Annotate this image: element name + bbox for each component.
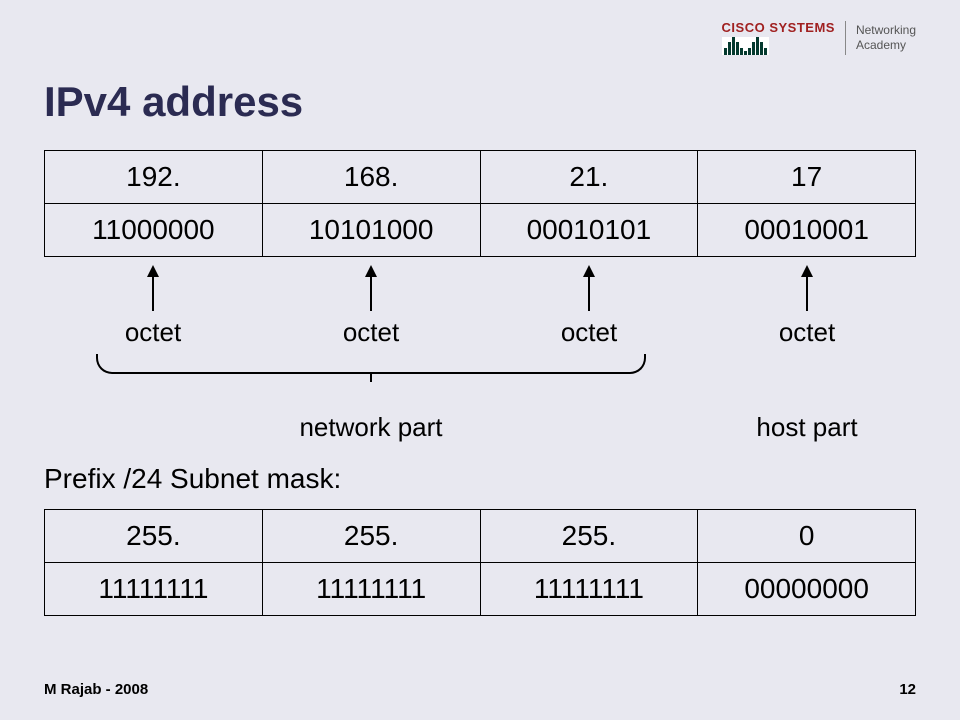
arrow-up-icon (365, 265, 377, 311)
octet-arrow: octet (698, 265, 916, 348)
host-part-label: host part (698, 412, 916, 443)
footer-page: 12 (899, 681, 916, 698)
mask-bin-cell: 11111111 (262, 563, 480, 616)
logo-program: Networking Academy (856, 23, 916, 52)
footer: M Rajab - 2008 12 (44, 681, 916, 698)
mask-dec-cell: 255. (45, 510, 263, 563)
ip-bin-cell: 11000000 (45, 204, 263, 257)
cisco-logo: CISCO SYSTEMS Networking Academy (722, 20, 916, 55)
ip-bin-cell: 10101000 (262, 204, 480, 257)
arrow-up-icon (147, 265, 159, 311)
ip-dec-cell: 21. (480, 151, 698, 204)
ip-dec-cell: 192. (45, 151, 263, 204)
logo-left: CISCO SYSTEMS (722, 20, 835, 55)
logo-company: CISCO SYSTEMS (722, 20, 835, 35)
arrow-up-icon (801, 265, 813, 311)
network-part-label: network part (44, 412, 698, 443)
logo-divider (845, 21, 846, 55)
mask-bin-cell: 00000000 (698, 563, 916, 616)
ip-bin-cell: 00010101 (480, 204, 698, 257)
logo-program-line1: Networking (856, 23, 916, 37)
octet-label: octet (561, 317, 617, 348)
ip-dec-cell: 17 (698, 151, 916, 204)
octet-arrow: octet (44, 265, 262, 348)
mask-dec-cell: 0 (698, 510, 916, 563)
mask-dec-cell: 255. (262, 510, 480, 563)
ip-binary-row: 11000000 10101000 00010101 00010001 (45, 204, 916, 257)
parts-labels-row: network part host part (44, 412, 916, 443)
prefix-text: Prefix /24 Subnet mask: (44, 463, 916, 495)
brace-tip-icon (370, 372, 372, 382)
octet-arrow: octet (480, 265, 698, 348)
octet-arrows-row: octet octet octet octet (44, 265, 916, 348)
octet-label: octet (779, 317, 835, 348)
page-title: IPv4 address (44, 78, 916, 126)
ip-decimal-row: 192. 168. 21. 17 (45, 151, 916, 204)
brace-area (44, 354, 916, 408)
logo-bars-icon (722, 37, 769, 55)
slide: CISCO SYSTEMS Networking Academy IPv4 ad… (0, 0, 960, 720)
arrow-up-icon (583, 265, 595, 311)
ip-address-table: 192. 168. 21. 17 11000000 10101000 00010… (44, 150, 916, 257)
octet-label: octet (343, 317, 399, 348)
footer-author: M Rajab - 2008 (44, 681, 148, 698)
mask-dec-cell: 255. (480, 510, 698, 563)
subnet-mask-table: 255. 255. 255. 0 11111111 11111111 11111… (44, 509, 916, 616)
mask-bin-cell: 11111111 (45, 563, 263, 616)
ip-bin-cell: 00010001 (698, 204, 916, 257)
mask-binary-row: 11111111 11111111 11111111 00000000 (45, 563, 916, 616)
octet-label: octet (125, 317, 181, 348)
network-brace-icon (96, 354, 645, 374)
ip-dec-cell: 168. (262, 151, 480, 204)
octet-arrow: octet (262, 265, 480, 348)
mask-decimal-row: 255. 255. 255. 0 (45, 510, 916, 563)
mask-bin-cell: 11111111 (480, 563, 698, 616)
logo-program-line2: Academy (856, 38, 916, 52)
